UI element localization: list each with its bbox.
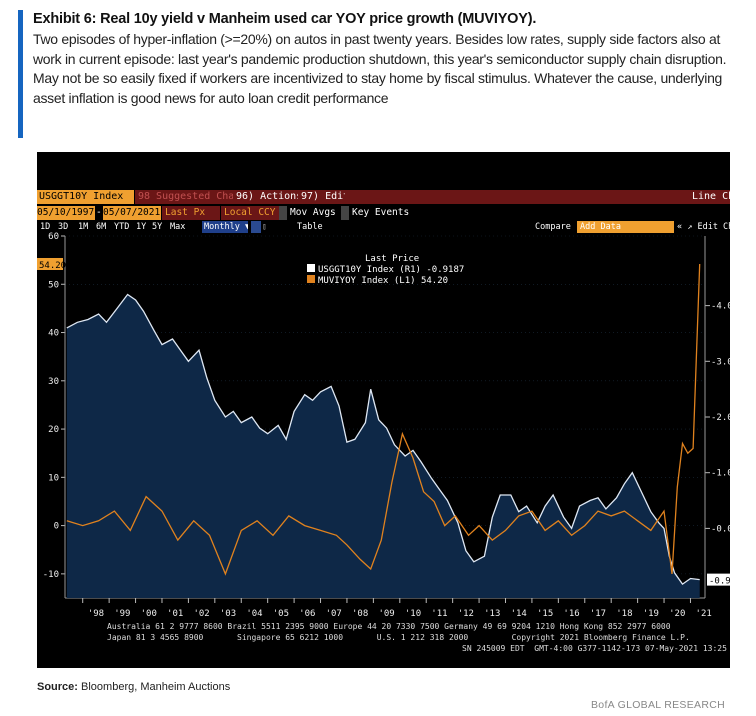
right-axis-label: -4.00 <box>711 302 730 312</box>
chart-icon[interactable] <box>251 221 261 233</box>
left-axis-label: 30 <box>48 377 59 387</box>
x-axis-label: '16 <box>563 609 579 619</box>
compare-menu[interactable]: Compare • <box>535 222 580 232</box>
x-axis-label: '06 <box>299 609 315 619</box>
legend-real-yield-value: -0.9187 <box>426 265 465 275</box>
x-axis-label: '13 <box>484 609 500 619</box>
chart-plot: -10 0 10 20 30 40 50 60 -4.00 -3.00 -2.00 -1.00 -0.0… <box>37 232 730 619</box>
bloomberg-terminal-chart: USGGT10Y Index 98 Suggested Charts 96) A… <box>37 152 730 668</box>
legend-swatch-orange <box>307 275 315 283</box>
table-button[interactable]: Table <box>297 222 323 232</box>
real-yield-last-tag <box>707 573 730 586</box>
legend-swatch-white <box>307 264 315 272</box>
brand-footer: BofA GLOBAL RESEARCH <box>591 699 725 711</box>
edit-chart-button[interactable]: « ↗ Edit Chart <box>677 222 730 232</box>
source-note: Source: Bloomberg, Manheim Auctions <box>37 681 230 693</box>
legend: Last Price USGGT10Y Index (R1) -0.9187 M… <box>307 254 497 286</box>
left-axis-label: -10 <box>43 570 59 580</box>
toolbar-spacer <box>345 190 730 204</box>
legend-real-yield-name: USGGT10Y Index (R1) <box>318 265 421 275</box>
x-axis-label: '02 <box>193 609 209 619</box>
x-axis-label: '03 <box>220 609 236 619</box>
right-axis-label: -3.00 <box>711 357 730 367</box>
exhibit-subtitle: Two episodes of hyper-inflation (>=20%) … <box>33 31 727 106</box>
frequency-dropdown[interactable]: Monthly ▼ <box>202 221 248 233</box>
x-axis-label: '99 <box>114 609 130 619</box>
right-axis-label: -0.00 <box>711 524 730 534</box>
x-axis-label: '04 <box>246 609 262 619</box>
period-button-5y[interactable]: 5Y <box>152 222 163 232</box>
left-axis-label: 40 <box>48 329 59 339</box>
x-axis-label: '14 <box>511 609 527 619</box>
suggested-charts-button[interactable]: 98 Suggested Charts <box>135 190 233 204</box>
x-axis-label: '07 <box>326 609 342 619</box>
legend-item-real-yield: USGGT10Y Index (R1) -0.9187 <box>307 264 497 275</box>
left-axis-label: 60 <box>48 232 59 242</box>
real-yield-area <box>66 294 700 598</box>
real-yield-line <box>66 293 700 586</box>
legend-item-muviyoy: MUVIYOY Index (L1) 54.20 <box>307 275 497 286</box>
footer-contacts-line2: Japan 81 3 4565 8900 Singapore 65 6212 1… <box>107 633 690 642</box>
x-axis-label: '21 <box>696 609 712 619</box>
x-axis-label: '20 <box>669 609 685 619</box>
period-button-1y[interactable]: 1Y <box>136 222 147 232</box>
legend-title: Last Price <box>365 254 420 264</box>
x-axis-label: '18 <box>616 609 632 619</box>
bar-chart-icon[interactable]: ⫾ <box>263 222 266 232</box>
period-button-6m[interactable]: 6M <box>96 222 107 232</box>
x-axis-label: '15 <box>537 609 553 619</box>
footer-session-line: SN 245009 EDT GMT-4:00 G377-1142-173 07-… <box>462 644 727 653</box>
date-separator: - <box>96 207 102 218</box>
x-axis-label: '98 <box>88 609 104 619</box>
period-button-ytd[interactable]: YTD <box>114 222 130 232</box>
legend-muviyoy-value: 54.20 <box>420 276 449 286</box>
chart-type-label: Line Chart <box>692 191 730 202</box>
x-axis-label: '12 <box>458 609 474 619</box>
x-axis-label: '01 <box>167 609 183 619</box>
edit-menu[interactable]: 97) Edit • <box>298 190 345 204</box>
period-button-max[interactable]: Max <box>170 222 186 232</box>
left-axis-label: 20 <box>48 425 59 435</box>
period-button-1m[interactable]: 1M <box>78 222 89 232</box>
x-axis-label: '17 <box>590 609 606 619</box>
x-axis-label: '10 <box>405 609 421 619</box>
real-yield-last-value: -0.9187 <box>709 577 730 587</box>
x-axis-label: '09 <box>378 609 394 619</box>
add-data-input[interactable]: Add Data <box>577 221 674 233</box>
checkbox-icon[interactable] <box>341 206 349 220</box>
field-selector[interactable]: Last Px <box>162 206 220 220</box>
muviyoy-last-value: 54.20 <box>39 261 66 271</box>
period-button-1d[interactable]: 1D <box>40 222 51 232</box>
mov-avgs-toggle[interactable]: Mov Avgs <box>290 207 336 218</box>
right-axis-label: -2.00 <box>711 413 730 423</box>
currency-selector[interactable]: Local CCY <box>221 206 279 220</box>
source-text: Bloomberg, Manheim Auctions <box>81 681 231 693</box>
legend-muviyoy-name: MUVIYOY Index (L1) <box>318 276 416 286</box>
left-axis-label: 10 <box>48 473 59 483</box>
end-date-field[interactable]: 05/07/2021 <box>103 206 161 220</box>
right-axis-label: -1.00 <box>711 469 730 479</box>
muviyoy-last-tag <box>37 257 63 270</box>
actions-menu[interactable]: 96) Actions • <box>233 190 298 204</box>
left-axis-label: 50 <box>48 280 59 290</box>
left-axis-label: 0 <box>54 522 59 532</box>
muviyoy-line <box>66 263 701 576</box>
checkbox-icon[interactable] <box>279 206 287 220</box>
x-axis-label: '19 <box>643 609 659 619</box>
x-axis-label: '00 <box>141 609 157 619</box>
footer-contacts-line1: Australia 61 2 9777 8600 Brazil 5511 239… <box>107 622 671 631</box>
start-date-field[interactable]: 05/10/1997 <box>37 206 95 220</box>
x-axis-label: '05 <box>273 609 289 619</box>
x-axis-label: '08 <box>352 609 368 619</box>
key-events-toggle[interactable]: Key Events <box>352 207 410 218</box>
ticker-field[interactable]: USGGT10Y Index <box>37 190 134 204</box>
source-label: Source: <box>37 681 78 693</box>
x-axis-label: '11 <box>431 609 447 619</box>
exhibit-title: Exhibit 6: Real 10y yield v Manheim used… <box>33 11 537 27</box>
exhibit-header: Exhibit 6: Real 10y yield v Manheim used… <box>18 10 743 138</box>
period-button-3d[interactable]: 3D <box>58 222 69 232</box>
